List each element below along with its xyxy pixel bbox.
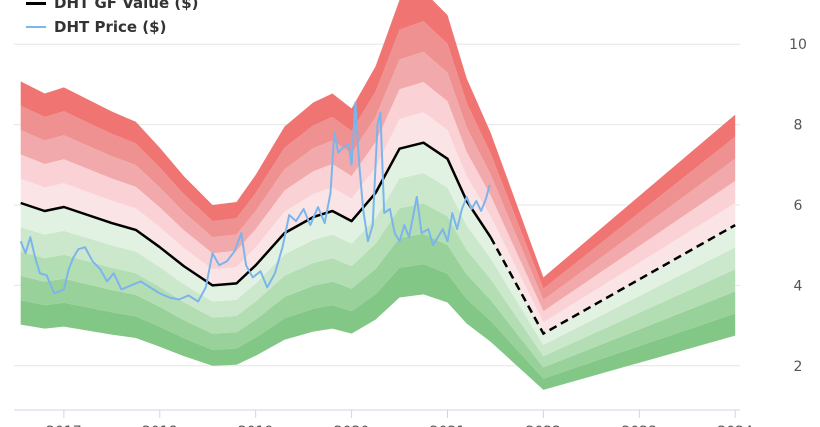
lower-band-1 [20,264,736,390]
x-tick-label-2021: 2021 [430,424,466,427]
x-tick-label-2023: 2023 [621,424,657,427]
legend-swatch-price [26,26,46,28]
x-tick-label-2020: 2020 [334,424,370,427]
legend-item-price[interactable]: DHT Price ($) [26,15,199,39]
x-tick-label-2019: 2019 [238,424,274,427]
y-tick-label-8: 8 [794,118,803,134]
x-tick-label-2017: 2017 [46,424,82,427]
x-tick-label-2022: 2022 [526,424,562,427]
series-lines [19,101,736,336]
legend-label-gf-value: DHT GF Value ($) [54,0,199,12]
y-tick-label-6: 6 [794,198,803,214]
y-tick-label-10: 10 [789,37,807,53]
gf-value-line [20,141,492,287]
y-tick-label-2: 2 [794,359,803,375]
x-tick-label-2024: 2024 [717,424,753,427]
x-tick-label-2018: 2018 [142,424,178,427]
legend-swatch-gf-value [26,1,46,5]
legend-item-gf-value[interactable]: DHT GF Value ($) [26,0,199,15]
y-tick-label-4: 4 [794,278,803,294]
price-line [19,101,491,303]
lower-band-3 [20,203,736,368]
gf-value-projection-line [489,224,736,336]
chart-legend: DHT GF Value ($) DHT Price ($) [26,0,199,39]
axes: 2 4 6 8 10 2017 2018 2019 2020 2021 2022 2023 2024 [14,37,807,427]
lower-band-2 [20,233,736,379]
valuation-bands [20,0,736,390]
lower-band-4 [20,173,736,357]
legend-label-price: DHT Price ($) [54,18,167,36]
